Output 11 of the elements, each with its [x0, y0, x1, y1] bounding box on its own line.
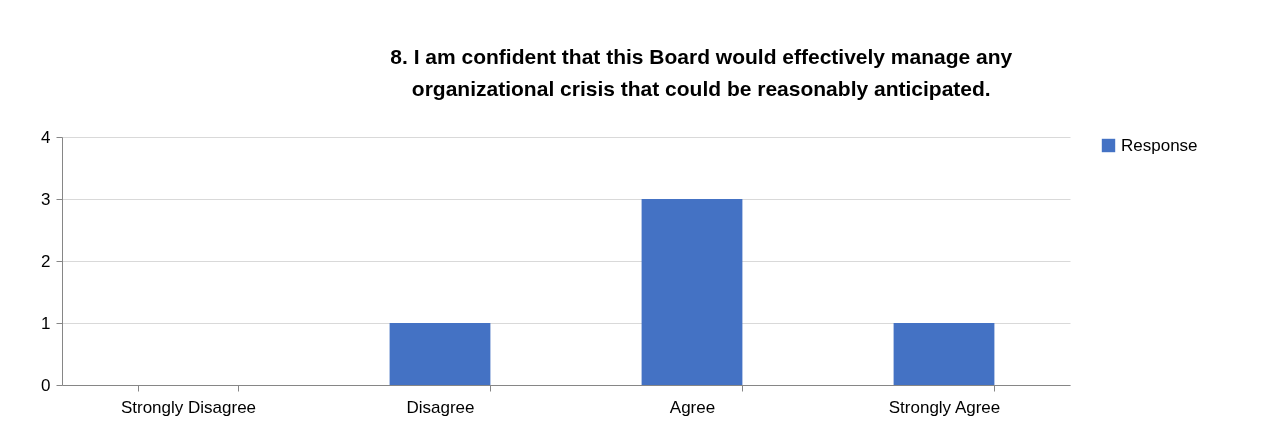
y-tick-label: 2 [41, 251, 51, 271]
y-tick-label: 4 [41, 127, 51, 147]
y-tick-label: 1 [41, 313, 51, 333]
y-tick-label: 3 [41, 189, 51, 209]
legend-label: Response [1121, 135, 1198, 155]
chart-title: 8. I am confident that this Board would effectively manage any organizational crisis that could be reasonably anticipated. [390, 45, 1013, 100]
x-tick-label: Agree [669, 397, 716, 417]
x-tick-label: Disagree [406, 397, 475, 417]
y-tick-label: 0 [41, 375, 51, 395]
x-tick-label: Strongly Disagree [120, 397, 257, 417]
x-tick-label: Strongly Agree [888, 397, 1001, 417]
